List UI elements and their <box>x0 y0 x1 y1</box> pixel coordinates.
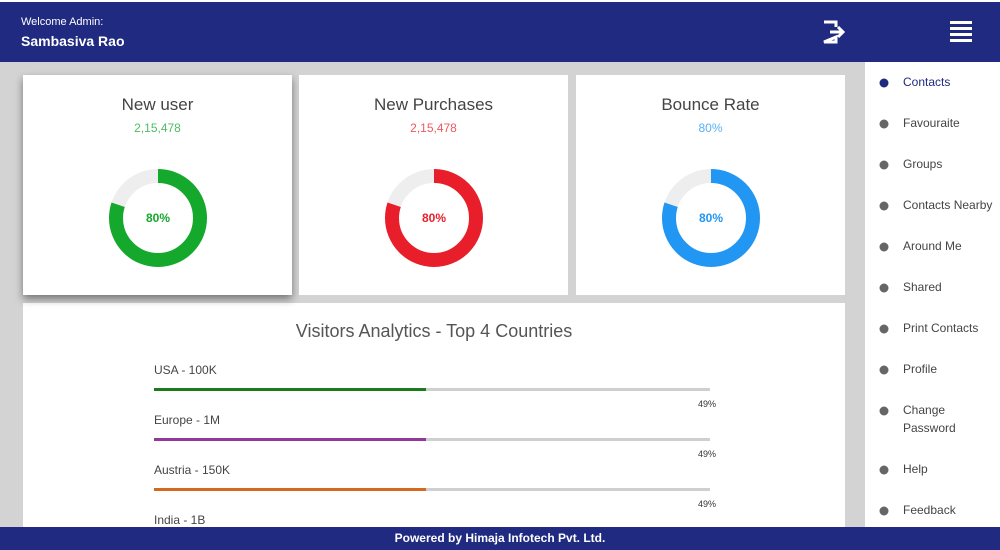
sidebar-text: Profile <box>903 362 938 376</box>
bar-track <box>154 488 710 491</box>
sidebar-item[interactable]: Feedback <box>866 501 1000 542</box>
sidebar-item[interactable]: Contacts <box>866 73 1000 114</box>
stat-card: Bounce Rate 80% 80% <box>576 75 845 295</box>
bar-percent: 49% <box>698 499 717 509</box>
sidebar-icon <box>879 365 889 375</box>
icon-shape <box>879 365 889 375</box>
bar-fill <box>154 438 427 441</box>
sidebar-text: Help <box>903 462 928 476</box>
sidebar-item[interactable]: Around Me <box>866 237 1000 278</box>
sidebar-text: Favouraite <box>903 116 960 130</box>
icon-shape <box>879 406 889 416</box>
bar-fill <box>154 488 427 491</box>
sidebar: Contacts Favouraite Groups Contacts Nearby A… <box>866 62 1000 527</box>
sidebar-text: Around Me <box>903 239 962 253</box>
logout-icon[interactable] <box>822 20 846 44</box>
donut: 80% <box>662 169 760 267</box>
bar-label: Austria - 150K <box>154 463 231 477</box>
sidebar-text: Groups <box>903 157 943 171</box>
analytics-panel: Visitors Analytics - Top 4 Countries USA… <box>23 303 845 527</box>
icon-shape <box>879 201 889 211</box>
donut-arc <box>109 169 207 267</box>
sidebar-text: Change Password <box>903 403 956 435</box>
analytics-title: Visitors Analytics - Top 4 Countries <box>295 321 573 341</box>
card-count: 2,15,478 <box>134 121 181 135</box>
menu-icon[interactable] <box>950 20 972 44</box>
header: Welcome Admin: Sambasiva Rao <box>0 2 1000 62</box>
donut: 80% <box>109 169 207 267</box>
donut-label: 80% <box>146 211 170 225</box>
icon-shape <box>879 242 889 252</box>
sidebar-item[interactable]: Help <box>866 460 1000 501</box>
sidebar-item[interactable]: Shared <box>866 278 1000 319</box>
icon-shape <box>879 78 889 88</box>
sidebar-icon <box>879 119 889 129</box>
sidebar-item[interactable]: Contacts Nearby <box>866 196 1000 237</box>
sidebar-text: Print Contacts <box>903 321 979 335</box>
icon-shape <box>879 119 889 129</box>
sidebar-icon <box>879 201 889 211</box>
sidebar-icon <box>879 160 889 170</box>
sidebar-item[interactable]: Change Password <box>866 401 1000 460</box>
sidebar-text: Contacts <box>903 75 951 89</box>
icon-shape <box>879 160 889 170</box>
bar-fill <box>154 388 427 391</box>
bar-percent: 49% <box>698 399 717 409</box>
donut-arc <box>385 169 483 267</box>
sidebar-item[interactable]: Groups <box>866 155 1000 196</box>
icon-shape <box>879 283 889 293</box>
card-count: 80% <box>698 121 723 135</box>
sidebar-icon <box>879 465 889 475</box>
sidebar-text: Contacts Nearby <box>903 198 993 212</box>
sidebar-text: Feedback <box>903 503 956 517</box>
card-title: New user <box>121 95 194 114</box>
bar-label: USA - 100K <box>154 363 217 377</box>
donut-label: 80% <box>422 211 446 225</box>
sidebar-icon <box>879 406 889 416</box>
bar-label: India - 1B <box>154 513 206 527</box>
user-name: Sambasiva Rao <box>21 33 125 49</box>
bar-label: Europe - 1M <box>154 413 221 427</box>
card-title: Bounce Rate <box>661 95 760 114</box>
bar-percent: 49% <box>698 449 717 459</box>
card-count: 2,15,478 <box>410 121 457 135</box>
sidebar-icon <box>879 506 889 516</box>
donut: 80% <box>385 169 483 267</box>
sidebar-text: Shared <box>903 280 942 294</box>
sidebar-item[interactable]: Print Contacts <box>866 319 1000 360</box>
sidebar-icon <box>879 78 889 88</box>
welcome-text: Welcome Admin: <box>21 16 104 28</box>
stat-card: New Purchases 2,15,478 80% <box>299 75 568 295</box>
sidebar-item[interactable]: Profile <box>866 360 1000 401</box>
sidebar-icon <box>879 242 889 252</box>
icon-shape <box>879 324 889 334</box>
donut-arc <box>662 169 760 267</box>
icon-shape <box>879 506 889 516</box>
card-title: New Purchases <box>373 95 494 114</box>
footer: Powered by Himaja Infotech Pvt. Ltd. <box>0 527 1000 550</box>
bar-track <box>154 388 710 391</box>
sidebar-icon <box>879 324 889 334</box>
icon-shape <box>879 465 889 475</box>
stat-card: New user 2,15,478 80% <box>23 75 292 295</box>
sidebar-item[interactable]: Favouraite <box>866 114 1000 155</box>
sidebar-icon <box>879 283 889 293</box>
donut-label: 80% <box>699 211 723 225</box>
bar-track <box>154 438 710 441</box>
